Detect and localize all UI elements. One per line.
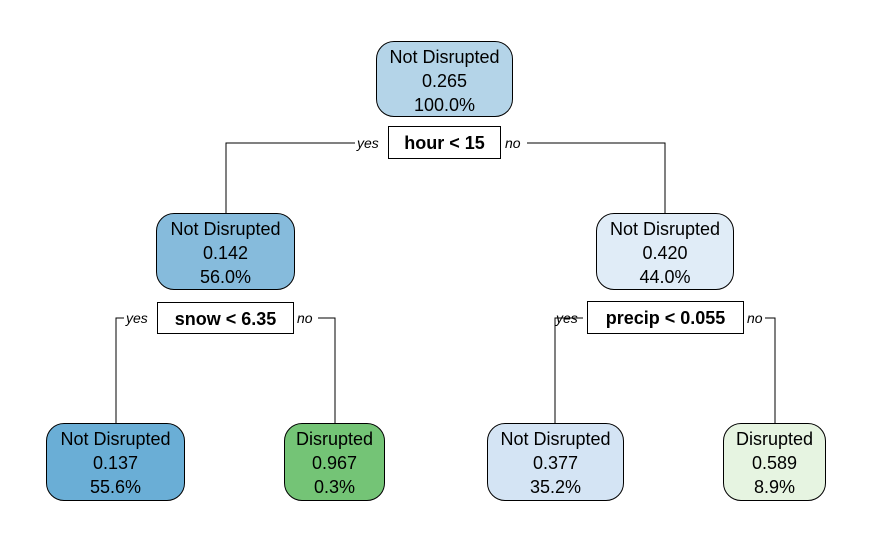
node-root-pct: 100.0% (413, 95, 476, 115)
split-left[interactable]: snow < 6.35 (157, 302, 294, 334)
node-left-value: 0.142 (202, 243, 249, 263)
node-leaf-rl-value: 0.377 (532, 453, 579, 473)
node-right-value: 0.420 (642, 243, 688, 263)
edge-left-yes (115, 317, 124, 423)
node-leaf-lr-pct: 0.3% (313, 477, 356, 497)
edge-right-yes (554, 317, 583, 423)
split-right[interactable]: precip < 0.055 (587, 301, 744, 334)
split-left-no-label: no (297, 310, 313, 326)
split-right-no-label: no (747, 310, 763, 326)
node-left-pct: 56.0% (199, 267, 252, 287)
split-left-yes-label: yes (126, 310, 148, 326)
node-root-class: Not Disrupted (389, 47, 500, 67)
node-leaf-ll-pct: 55.6% (89, 477, 142, 497)
node-leaf-rr-value: 0.589 (751, 453, 798, 473)
node-right[interactable]: Not Disrupted 0.420 44.0% (596, 213, 734, 290)
node-leaf-rl[interactable]: Not Disrupted 0.377 35.2% (487, 423, 624, 501)
node-leaf-rl-pct: 35.2% (529, 477, 582, 497)
node-right-class: Not Disrupted (609, 219, 721, 239)
node-leaf-lr[interactable]: Disrupted 0.967 0.3% (284, 423, 385, 501)
node-left-class: Not Disrupted (170, 219, 281, 239)
node-left[interactable]: Not Disrupted 0.142 56.0% (156, 213, 295, 290)
split-right-yes-label: yes (556, 310, 578, 326)
split-root-yes-label: yes (357, 135, 379, 151)
split-right-rule: precip < 0.055 (605, 308, 726, 328)
edge-root-no (527, 142, 666, 213)
node-root[interactable]: Not Disrupted 0.265 100.0% (376, 41, 513, 117)
node-leaf-rr-pct: 8.9% (753, 477, 796, 497)
node-leaf-ll-class: Not Disrupted (60, 429, 171, 449)
split-root[interactable]: hour < 15 (388, 126, 501, 159)
split-root-no-label: no (505, 135, 521, 151)
node-leaf-rr-class: Disrupted (735, 429, 814, 449)
node-root-value: 0.265 (421, 71, 468, 91)
edge-root-yes (225, 142, 355, 213)
edge-right-no (765, 317, 776, 423)
split-root-rule: hour < 15 (404, 133, 485, 153)
node-leaf-rr[interactable]: Disrupted 0.589 8.9% (723, 423, 826, 501)
node-leaf-lr-class: Disrupted (295, 429, 374, 449)
node-leaf-lr-value: 0.967 (311, 453, 358, 473)
edge-left-no (318, 317, 336, 423)
node-leaf-ll-value: 0.137 (92, 453, 139, 473)
split-left-rule: snow < 6.35 (174, 309, 277, 329)
node-leaf-rl-class: Not Disrupted (500, 429, 611, 449)
node-leaf-ll[interactable]: Not Disrupted 0.137 55.6% (46, 423, 185, 501)
node-right-pct: 44.0% (639, 267, 691, 287)
